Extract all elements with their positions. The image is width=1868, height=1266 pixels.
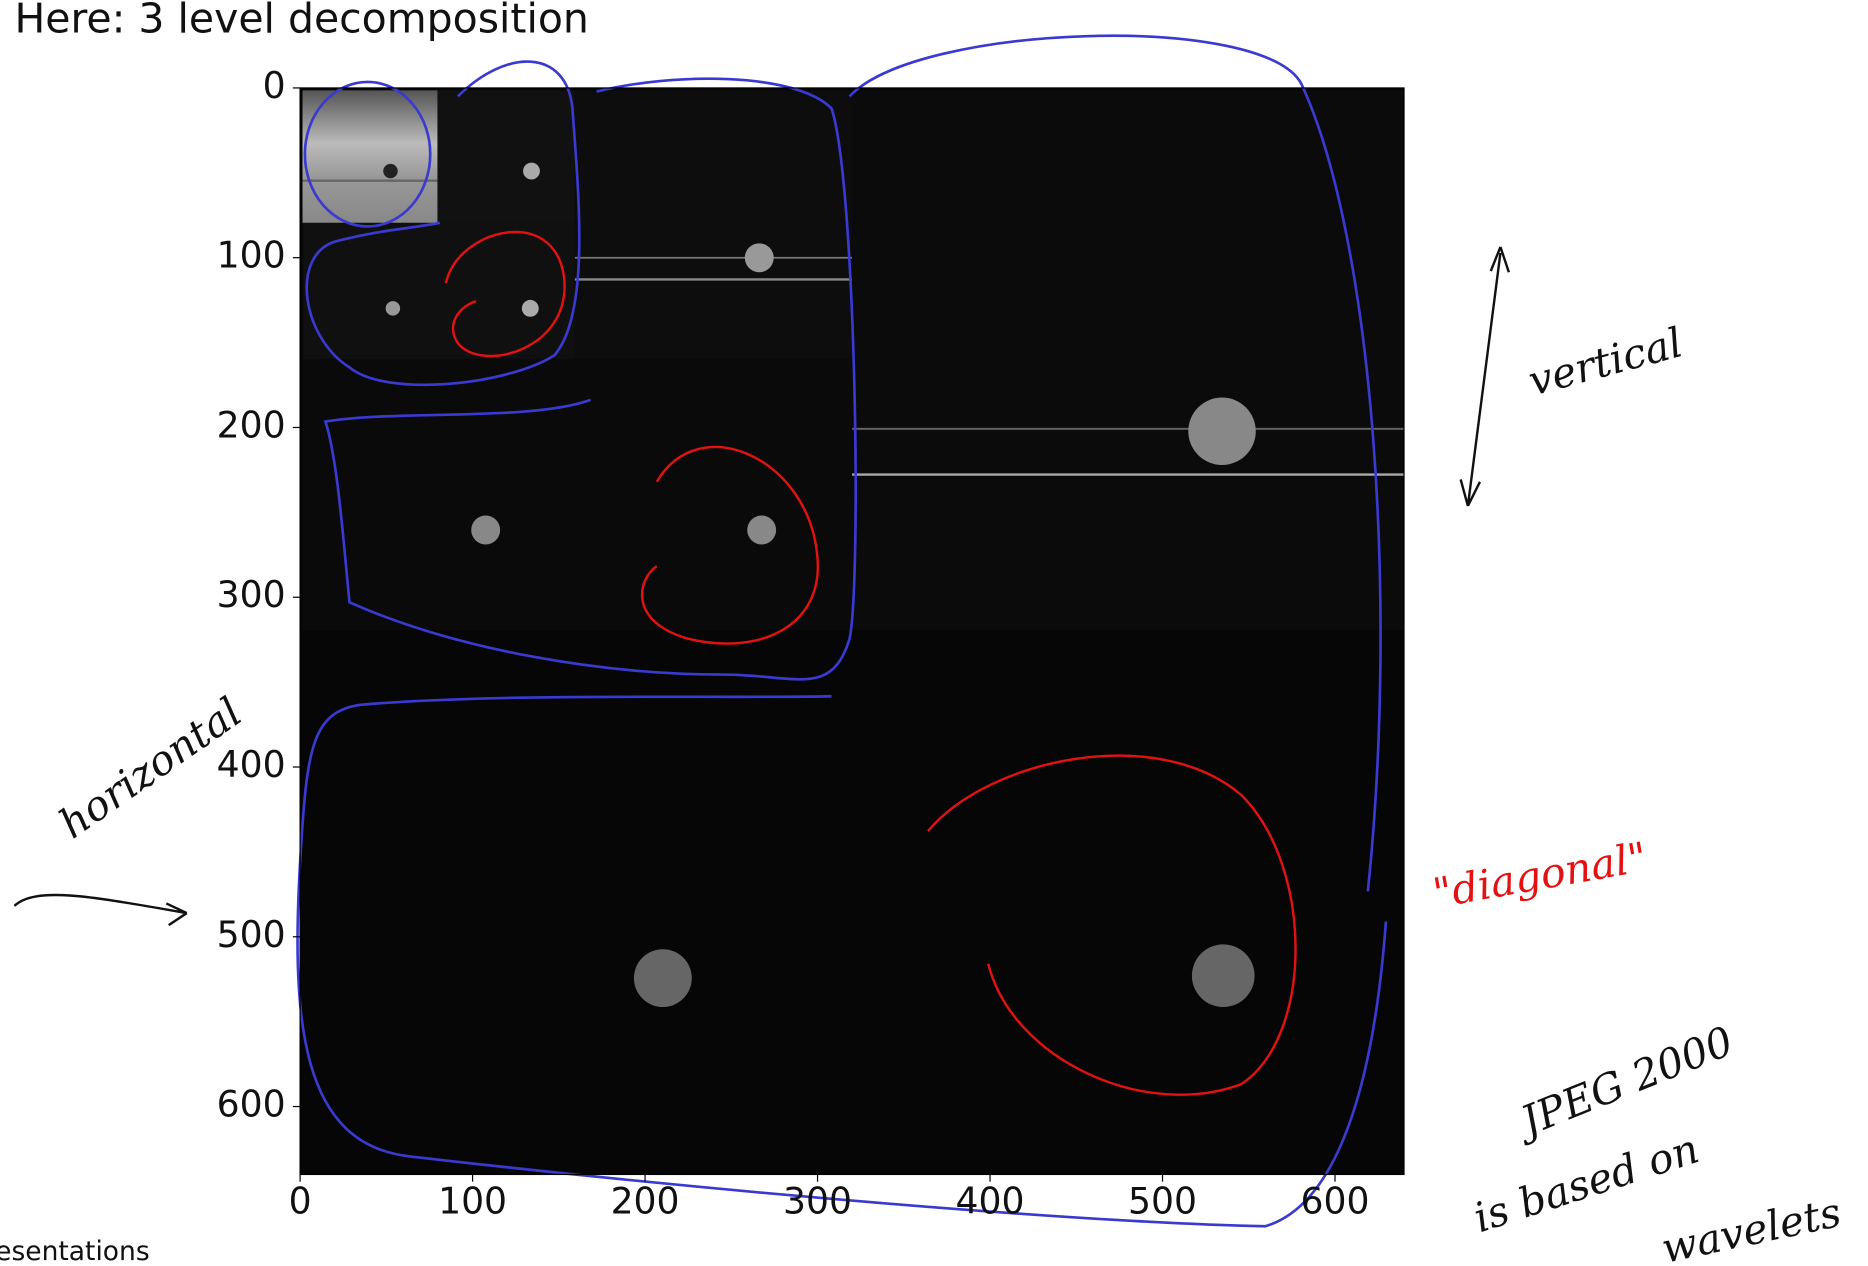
y-tick-label: 500 bbox=[217, 913, 286, 956]
x-tick-label: 600 bbox=[1301, 1179, 1370, 1222]
annotation: vertical bbox=[1523, 318, 1687, 405]
y-tick-label: 400 bbox=[217, 743, 286, 786]
y-tick-label: 200 bbox=[217, 403, 286, 446]
y-tick-label: 300 bbox=[217, 573, 286, 616]
x-tick-label: 0 bbox=[289, 1179, 312, 1222]
plot-frame bbox=[299, 87, 1405, 1176]
x-tick-label: 300 bbox=[783, 1179, 852, 1222]
y-tick-label: 0 bbox=[263, 64, 286, 107]
x-tick-label: 100 bbox=[438, 1179, 507, 1222]
slide-title: Here: 3 level decomposition bbox=[14, 0, 588, 43]
x-tick-label: 200 bbox=[611, 1179, 680, 1222]
annotation: JPEG 2000 bbox=[1508, 1017, 1740, 1148]
x-tick-label: 500 bbox=[1128, 1179, 1197, 1222]
annotation: "diagonal" bbox=[1429, 833, 1650, 918]
y-tick-label: 100 bbox=[217, 234, 286, 277]
y-tick-label: 600 bbox=[217, 1083, 286, 1126]
annotation-strokes bbox=[13, 34, 1511, 1228]
image bbox=[300, 87, 1405, 1175]
annotation: wavelets bbox=[1657, 1188, 1845, 1266]
footer: esentations bbox=[0, 1236, 150, 1266]
x-tick-label: 400 bbox=[956, 1179, 1025, 1222]
